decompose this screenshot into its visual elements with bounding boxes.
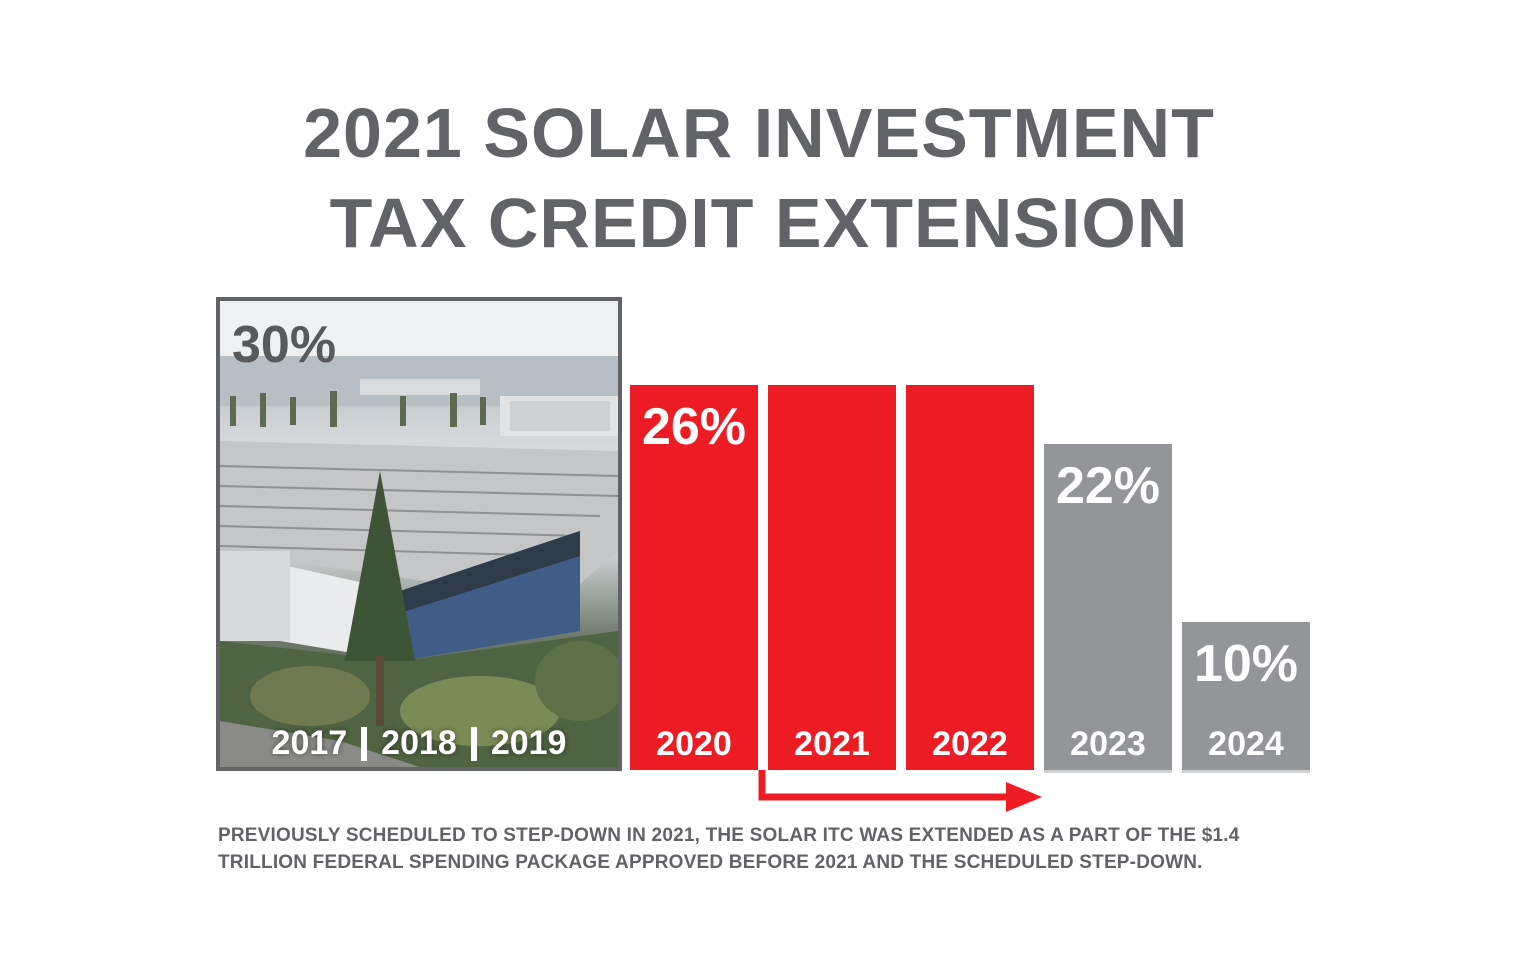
year-separator [471,727,477,761]
footnote: PREVIOUSLY SCHEDULED TO STEP-DOWN IN 202… [218,822,1240,876]
title-line-1: 2021 SOLAR INVESTMENT [0,88,1518,178]
photo-percent-label: 30% [232,315,336,375]
title-line-2: TAX CREDIT EXTENSION [0,178,1518,268]
footnote-line-1: PREVIOUSLY SCHEDULED TO STEP-DOWN IN 202… [218,822,1240,849]
bar-2021: 2021 [768,385,896,770]
bar-value-label: 22% [1044,456,1172,516]
bar-2023: 22% 2023 [1044,444,1172,770]
photo-bar-2017-2019: 30% 2017 2018 2019 [216,297,622,771]
bar-value-label: 10% [1182,634,1310,694]
extension-arrow-icon [758,770,1048,814]
year-separator [361,727,367,761]
bar-2024: 10% 2024 [1182,622,1310,770]
chart-title: 2021 SOLAR INVESTMENT TAX CREDIT EXTENSI… [0,88,1518,268]
bar-year-label: 2020 [630,725,758,764]
bar-year-label: 2023 [1044,725,1172,764]
bar-year-label: 2022 [906,725,1034,764]
photo-year-labels: 2017 2018 2019 [220,724,618,763]
year-label-2018: 2018 [381,724,457,763]
footnote-line-2: TRILLION FEDERAL SPENDING PACKAGE APPROV… [218,849,1240,876]
bar-year-label: 2021 [768,725,896,764]
bar-2020: 26% 2020 [630,385,758,770]
bar-value-label: 26% [630,397,758,457]
year-label-2017: 2017 [272,724,348,763]
year-label-2019: 2019 [491,724,567,763]
bar-year-label: 2024 [1182,725,1310,764]
bar-2022: 2022 [906,385,1034,770]
